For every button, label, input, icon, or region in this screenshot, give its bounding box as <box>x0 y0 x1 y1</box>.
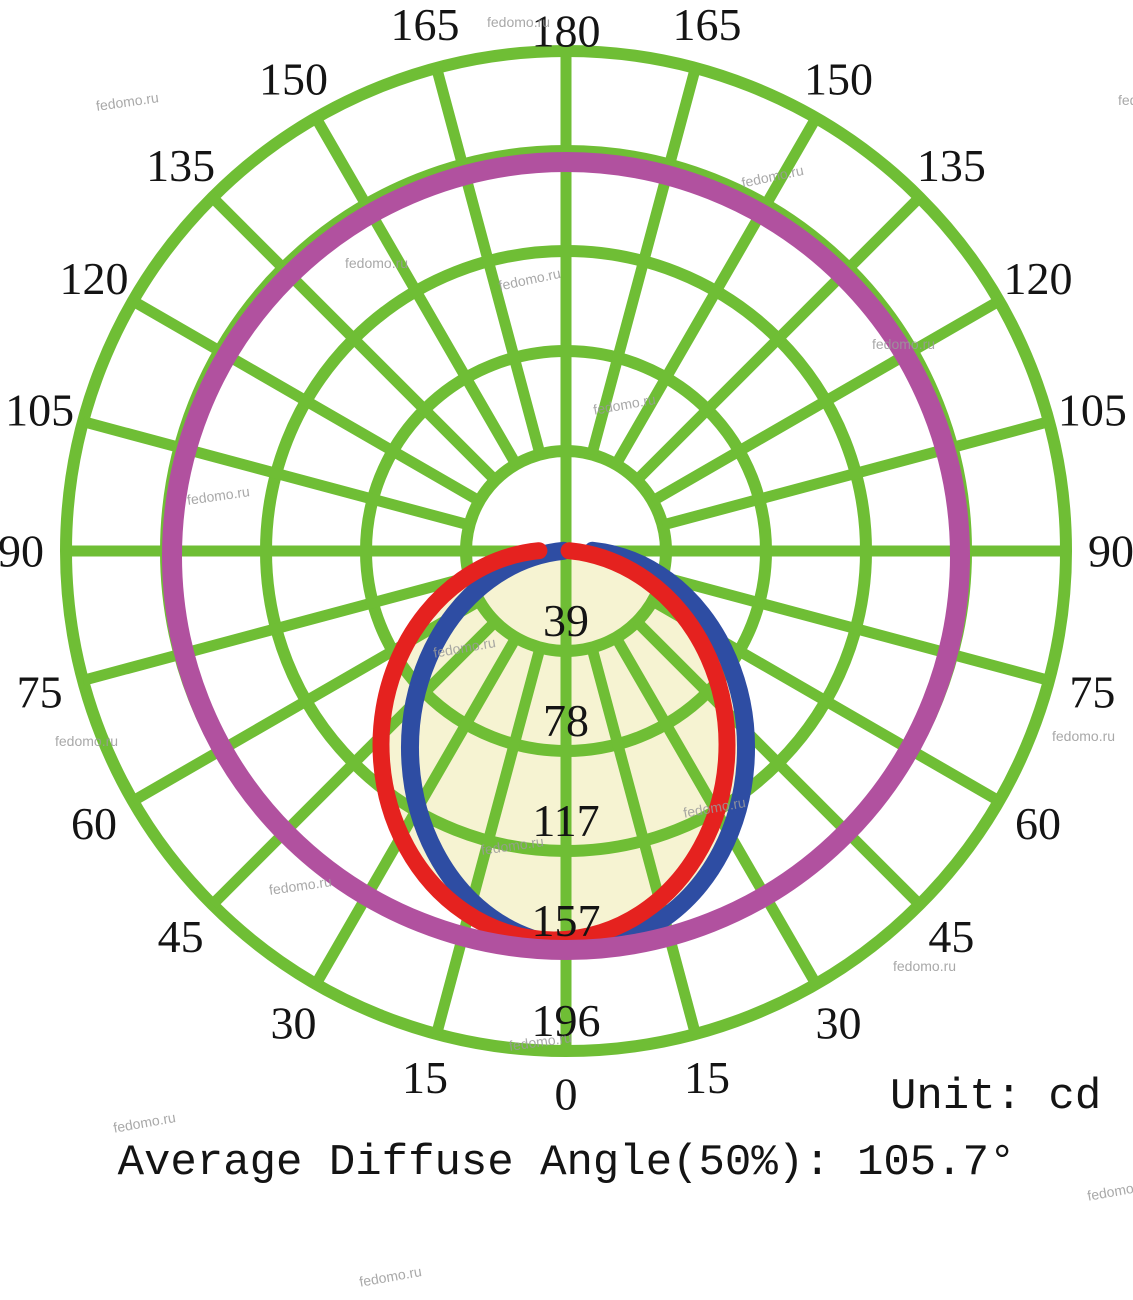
angle-tick-label: 90 <box>1088 526 1133 577</box>
average-diffuse-angle-label: Average Diffuse Angle(50%): 105.7° <box>117 1138 1016 1188</box>
grid-radial-line <box>130 596 483 806</box>
angle-tick-label: 105 <box>1058 384 1127 435</box>
grid-radial-line <box>431 66 546 456</box>
radial-tick-label: 196 <box>532 995 601 1046</box>
grid-radial-line <box>81 416 471 531</box>
angle-tick-label: 150 <box>259 54 328 105</box>
watermark-text: fedomo.ru <box>55 733 119 749</box>
angle-tick-label: 15 <box>684 1052 730 1103</box>
angle-tick-label: 0 <box>555 1069 578 1120</box>
grid-radial-line <box>632 193 924 485</box>
watermark-text: fedomo.ru <box>487 14 551 30</box>
grid-radial-line <box>431 646 546 1036</box>
angle-tick-label: 45 <box>158 911 204 962</box>
radial-tick-label: 157 <box>532 895 601 946</box>
angle-tick-label: 165 <box>390 0 459 50</box>
angle-tick-label: 165 <box>673 0 742 50</box>
angle-tick-label: 120 <box>1003 253 1072 304</box>
radial-tick-label: 39 <box>543 595 589 646</box>
grid-radial-line <box>130 296 483 506</box>
curve-g2 <box>162 152 970 960</box>
angle-tick-label: 105 <box>5 384 74 435</box>
chart-legend: C0–C180 C90–C270 G2 <box>0 1250 1133 1300</box>
angle-tick-label: 150 <box>804 54 873 105</box>
angle-tick-label: 60 <box>1015 798 1061 849</box>
radial-tick-label: 78 <box>543 695 589 746</box>
angle-tick-label: 60 <box>71 798 117 849</box>
angle-tick-label: 90 <box>0 526 44 577</box>
grid-radial-line <box>661 416 1051 531</box>
angle-tick-label: 45 <box>928 911 974 962</box>
angle-tick-label: 75 <box>1069 667 1115 718</box>
grid-radial-line <box>311 115 521 468</box>
angle-tick-label: 30 <box>816 997 862 1048</box>
watermark-text: fedomo.ru <box>872 336 936 352</box>
grid-radial-line <box>586 646 701 1036</box>
grid-radial-line <box>649 296 1002 506</box>
angle-tick-label: 180 <box>532 6 601 57</box>
grid-radial-line <box>81 571 471 686</box>
angle-tick-label: 135 <box>146 140 215 191</box>
watermark-text: fedomo.ru <box>893 958 957 974</box>
angle-tick-label: 15 <box>402 1052 448 1103</box>
angle-tick-label: 30 <box>271 997 317 1048</box>
angle-tick-label: 75 <box>17 667 63 718</box>
radial-tick-label: 117 <box>532 795 599 846</box>
unit-label: Unit: cd <box>890 1072 1102 1122</box>
grid-radial-line <box>661 571 1051 686</box>
grid-radial-line <box>632 617 924 909</box>
grid-radial-line <box>586 66 701 456</box>
grid-radial-line <box>208 193 500 485</box>
grid-radial-line <box>208 617 500 909</box>
watermark-text: fedomo.ru <box>1052 728 1116 744</box>
angle-tick-label: 135 <box>917 140 986 191</box>
watermark-text: fedomo.ru <box>345 255 409 271</box>
watermark-text: fedomo.ru <box>1118 92 1133 108</box>
grid-radial-line <box>611 115 821 468</box>
angle-tick-label: 120 <box>60 253 129 304</box>
